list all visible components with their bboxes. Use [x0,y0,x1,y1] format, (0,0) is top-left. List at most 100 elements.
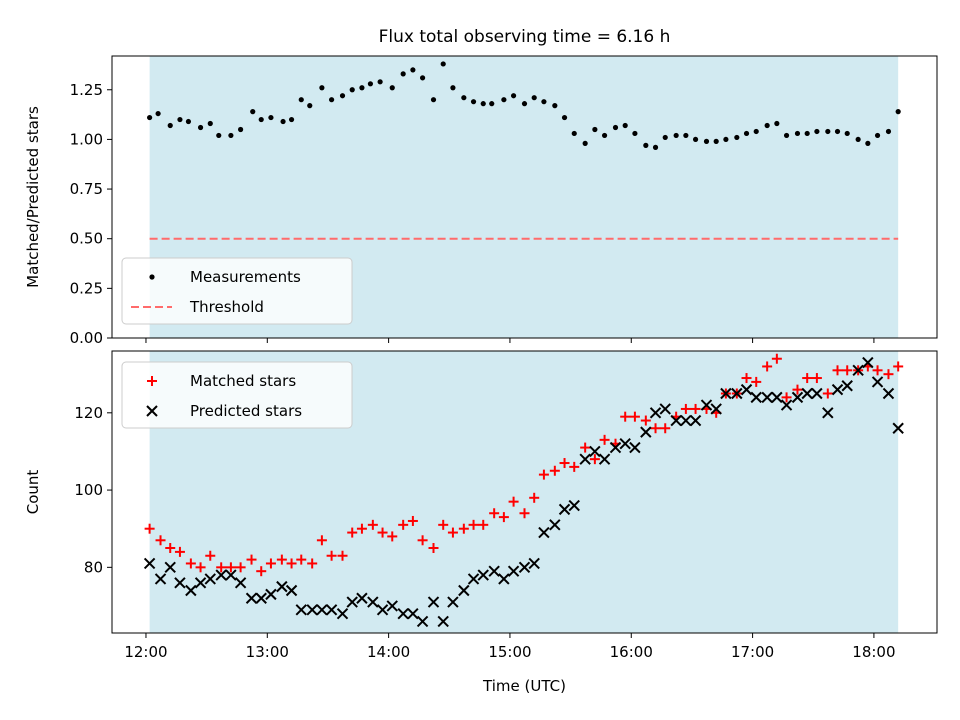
data-point [316,535,327,546]
legend-marker [149,274,155,280]
x-tick-label: 14:00 [367,643,410,661]
x-tick-label: 17:00 [731,643,774,661]
data-point [549,465,560,476]
data-point [598,453,611,465]
data-point [753,128,759,135]
data-point [470,99,477,105]
data-point [612,124,619,131]
data-point [538,469,549,480]
data-point [822,388,833,399]
data-point [397,607,409,620]
legend: Measurements Threshold [121,257,353,325]
plot-frame [111,55,938,339]
data-point [207,120,213,127]
data-point [893,361,904,372]
data-point [349,87,355,93]
data-point [852,364,864,377]
legend-label: Predicted stars [190,402,302,420]
data-point [582,140,588,146]
data-point [855,136,861,143]
data-point [874,132,881,139]
data-point [734,134,740,141]
data-point [643,142,649,148]
data-point [280,118,286,125]
data-point [225,562,236,573]
data-point [276,554,287,565]
data-point [552,103,558,109]
data-point [764,122,770,129]
data-point [580,442,591,453]
data-point [489,508,500,519]
data-point [832,365,843,376]
legend-box [121,257,353,325]
data-point [519,508,530,519]
data-point [416,615,429,628]
data-point [811,373,822,384]
data-point [632,130,638,137]
data-point [288,116,295,123]
data-point [144,523,155,534]
data-point [680,414,692,427]
data-point [356,592,368,604]
data-point [609,441,622,454]
data-point [780,399,793,411]
data-point [468,519,479,530]
data-point [619,438,631,450]
data-point [690,403,701,414]
data-point [670,414,682,427]
data-point [774,120,780,127]
data-point [831,383,844,396]
data-point [528,557,540,570]
data-point [673,132,679,139]
data-point [276,580,288,593]
data-point [328,97,335,103]
data-point [255,592,267,604]
data-point [246,554,257,565]
data-point [480,101,486,107]
legend-label: Matched stars [190,372,296,390]
data-point [571,130,577,137]
data-point [872,365,883,376]
data-point [568,499,580,512]
data-point [359,85,365,91]
data-point [783,132,790,139]
data-point [703,138,710,144]
data-point [458,523,469,534]
data-point [367,596,379,608]
data-point [407,607,419,620]
data-point [165,543,176,554]
legend-label: Measurements [190,268,301,286]
data-point [781,392,792,403]
data-point [804,130,810,137]
data-point [660,423,671,434]
data-point [298,97,304,103]
data-point [235,562,246,573]
data-point [307,103,313,109]
data-point [398,519,409,530]
data-point [501,97,507,103]
data-point [662,134,668,141]
data-point [743,130,750,137]
data-point [268,114,274,121]
data-point [700,399,713,411]
data-point [147,114,153,121]
data-point [478,519,489,530]
data-point [440,61,446,67]
data-point [871,376,884,388]
data-point [205,550,216,561]
data-point [579,453,591,465]
data-point [801,387,813,400]
data-point [228,132,234,139]
data-point [296,554,307,565]
data-point [762,361,773,372]
data-point [834,128,841,135]
series-measurements [147,61,901,150]
data-point [569,461,580,472]
data-point [751,376,762,387]
data-point [792,384,803,395]
data-point [155,110,161,117]
data-point [215,569,227,581]
data-point [316,604,328,616]
x-tick-label: 18:00 [852,643,895,661]
plot-frame [111,350,938,634]
